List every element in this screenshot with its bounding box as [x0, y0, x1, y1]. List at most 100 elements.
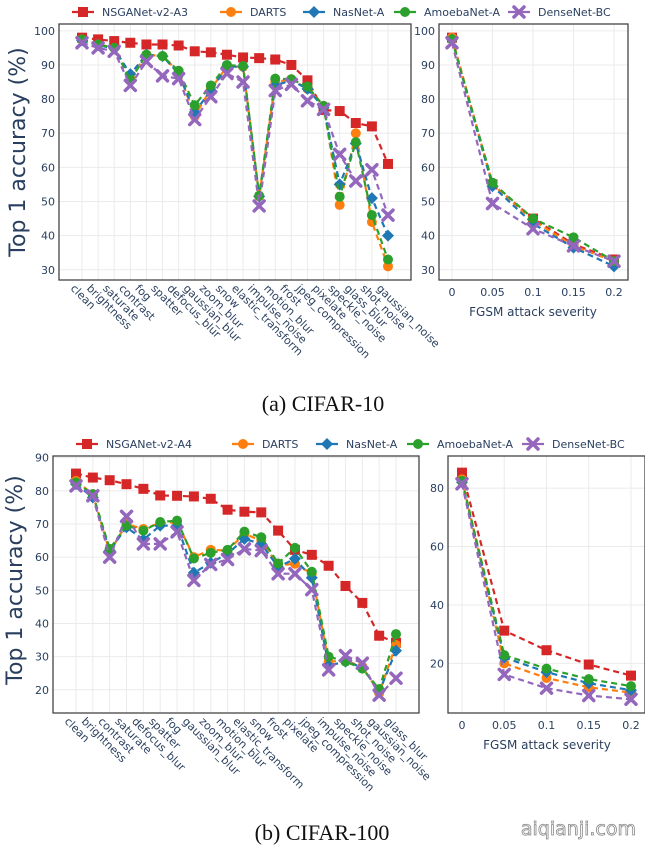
legend-item-darts[interactable]: DARTS: [220, 6, 286, 19]
legend-label: AmoebaNet-A: [437, 438, 513, 451]
legend-marker-icon: [238, 439, 248, 449]
data-point: [374, 630, 385, 641]
legend-label: DenseNet-BC: [552, 438, 625, 451]
data-point: [119, 509, 134, 524]
x-tick-label: 0.15: [577, 719, 602, 732]
y-tick-label: 50: [41, 195, 55, 208]
data-point: [138, 483, 149, 494]
y-tick-label: 50: [421, 195, 435, 208]
y-tick-label: 70: [35, 518, 49, 531]
data-point: [270, 54, 281, 65]
data-point: [155, 490, 166, 501]
chart-cifar10-corruption: 30405060708090100cleanbrightnesssaturate…: [34, 23, 442, 361]
series-nsganet: [457, 467, 636, 681]
data-point: [541, 645, 552, 656]
data-point: [497, 667, 511, 682]
legend-marker-icon: [526, 437, 540, 451]
legend-item-nsganet[interactable]: NSGANet-v2-A4: [76, 438, 192, 451]
data-point: [286, 59, 297, 70]
data-point: [153, 537, 167, 551]
data-point: [256, 532, 267, 543]
series-densenet: [75, 36, 395, 222]
data-point: [455, 476, 469, 491]
data-point: [107, 44, 121, 59]
data-point: [349, 174, 363, 188]
data-point: [172, 515, 183, 526]
data-point: [383, 158, 393, 169]
data-point: [75, 36, 89, 50]
data-point: [237, 542, 252, 556]
data-point: [138, 525, 149, 536]
series-line: [460, 483, 632, 701]
y-tick-label: 90: [35, 452, 49, 465]
legend-marker-icon: [321, 438, 333, 450]
data-point: [457, 467, 467, 478]
data-point: [306, 566, 317, 577]
legend-item-nsganet[interactable]: NSGANet-v2-A3: [72, 6, 188, 19]
data-point: [485, 196, 500, 211]
data-point: [220, 552, 235, 567]
data-point: [273, 558, 284, 569]
data-point: [541, 663, 552, 674]
data-point: [157, 51, 168, 62]
data-point: [321, 663, 336, 677]
x-axis-title-cifar10-fgsm: FGSM attack severity: [469, 305, 597, 319]
data-point: [91, 41, 105, 55]
data-point: [86, 489, 100, 503]
y-tick-label: 60: [35, 551, 49, 564]
y-tick-label: 100: [34, 25, 55, 38]
data-point: [188, 553, 199, 564]
data-point: [252, 199, 266, 213]
data-point: [170, 525, 184, 539]
data-point: [528, 213, 538, 224]
y-tick-label: 30: [421, 264, 435, 277]
y-tick-label: 60: [41, 161, 55, 174]
data-point: [222, 504, 233, 515]
caption-cifar100: (b) CIFAR-100: [255, 820, 390, 845]
data-point: [155, 516, 166, 527]
y-tick-label: 100: [414, 25, 435, 38]
data-point: [238, 60, 249, 71]
data-point: [121, 479, 132, 490]
legend-item-amoeba[interactable]: AmoebaNet-A: [394, 6, 500, 19]
data-point: [187, 112, 202, 127]
plot-frame: [58, 23, 412, 281]
legend-label: NasNet-A: [346, 438, 398, 451]
legend-item-densenet[interactable]: DenseNet-BC: [522, 437, 625, 451]
x-tick-label: 0.1: [538, 719, 556, 732]
data-point: [173, 65, 184, 76]
y-tick-label: 90: [41, 59, 55, 72]
data-point: [69, 479, 83, 493]
data-point: [583, 674, 594, 685]
legend-marker-icon: [226, 7, 236, 17]
legend-item-nasnet[interactable]: NasNet-A: [316, 438, 398, 451]
data-point: [350, 128, 361, 139]
legend-item-darts[interactable]: DARTS: [232, 438, 298, 451]
data-point: [187, 573, 201, 588]
series-nsganet: [77, 32, 393, 169]
legend-item-nasnet[interactable]: NasNet-A: [303, 6, 385, 19]
data-point: [382, 229, 394, 242]
x-tick-label: 0.05: [492, 719, 517, 732]
data-point: [365, 162, 379, 177]
data-point: [221, 59, 232, 70]
data-point: [568, 232, 579, 243]
data-point: [71, 468, 81, 479]
data-point: [239, 526, 250, 537]
data-point: [205, 80, 216, 91]
x-tick-label: 0.2: [605, 286, 623, 299]
y-tick-label: 40: [35, 617, 49, 630]
data-point: [626, 670, 636, 681]
legend-marker-icon: [400, 7, 410, 17]
y-axis-title-cifar10: Top 1 accuracy (%): [6, 47, 31, 257]
data-point: [256, 507, 267, 518]
data-point: [288, 552, 301, 565]
data-point: [334, 199, 345, 210]
data-point: [355, 656, 370, 671]
x-tick-label: 0.1: [524, 286, 542, 299]
legend-item-amoeba[interactable]: AmoebaNet-A: [407, 438, 513, 451]
data-point: [340, 580, 351, 591]
legend-item-densenet[interactable]: DenseNet-BC: [508, 5, 611, 19]
y-tick-label: 20: [35, 684, 49, 697]
